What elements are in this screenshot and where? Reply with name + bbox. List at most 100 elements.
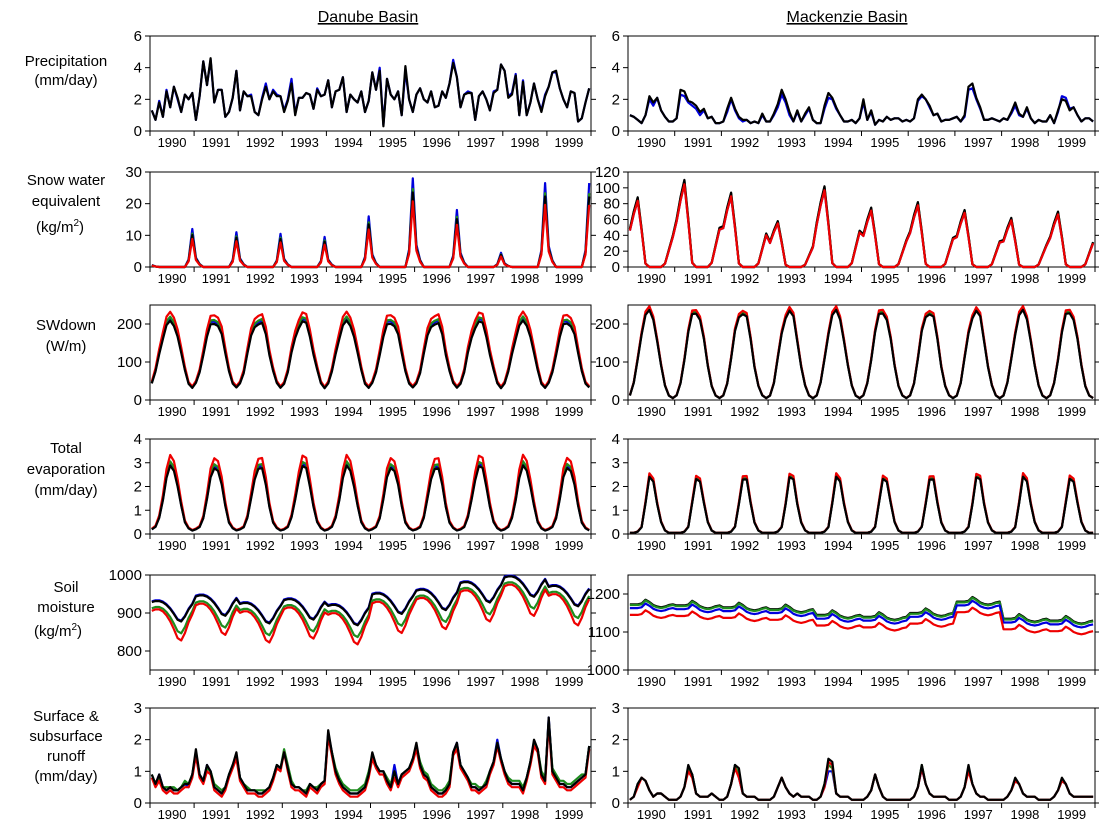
x-tick-label: 1996 (422, 135, 451, 150)
x-tick-label: 1995 (870, 271, 899, 286)
series-line-black (150, 57, 591, 128)
y-tick-label: 2 (612, 479, 620, 496)
y-tick-label: 200 (117, 316, 142, 333)
x-tick-label: 1996 (917, 807, 946, 822)
series-line-blue (151, 177, 591, 269)
series-line-red (628, 183, 1095, 269)
x-tick-label: 1998 (1010, 135, 1039, 150)
x-tick-label: 1998 (510, 271, 539, 286)
y-tick-label: 800 (117, 643, 142, 660)
x-tick-label: 1990 (637, 404, 666, 419)
series-line-red (151, 583, 591, 646)
y-tick-label: 4 (134, 60, 142, 77)
x-tick-label: 1995 (378, 271, 407, 286)
x-tick-label: 1991 (684, 674, 713, 689)
x-tick-label: 1995 (378, 674, 407, 689)
x-tick-label: 1993 (290, 135, 319, 150)
series-line-black (150, 716, 591, 795)
x-tick-label: 1990 (158, 807, 187, 822)
chart-panel: 800 900 1000 1990 1991 1992 1993 1994 1995 1996 19… (109, 567, 596, 689)
x-tick-label: 1990 (637, 538, 666, 553)
x-tick-label: 1991 (202, 404, 231, 419)
series-line-red (151, 200, 591, 269)
x-tick-label: 1995 (870, 807, 899, 822)
x-tick-label: 1990 (158, 135, 187, 150)
y-tick-label: 120 (595, 164, 620, 181)
y-tick-label: 0 (612, 259, 620, 276)
x-tick-label: 1998 (510, 135, 539, 150)
y-tick-label: 1100 (588, 624, 620, 641)
x-tick-label: 1993 (777, 807, 806, 822)
series-line-blue (150, 317, 591, 389)
y-tick-label: 1200 (587, 586, 620, 603)
y-tick-label: 3 (612, 455, 620, 472)
x-tick-label: 1996 (422, 404, 451, 419)
x-tick-label: 1991 (202, 135, 231, 150)
x-tick-label: 1998 (1010, 807, 1039, 822)
x-tick-label: 1995 (378, 807, 407, 822)
x-tick-label: 1990 (637, 271, 666, 286)
x-tick-label: 1994 (824, 674, 853, 689)
x-tick-label: 1995 (378, 135, 407, 150)
x-tick-label: 1992 (246, 807, 275, 822)
series-line-black (150, 319, 590, 390)
x-tick-label: 1997 (964, 674, 993, 689)
y-tick-label: 6 (612, 28, 620, 45)
x-tick-label: 1998 (1010, 271, 1039, 286)
y-tick-label: 1000 (109, 567, 142, 584)
y-tick-label: 30 (125, 164, 142, 181)
x-tick-label: 1992 (246, 674, 275, 689)
x-tick-label: 1998 (510, 538, 539, 553)
x-tick-label: 1991 (202, 674, 231, 689)
x-tick-label: 1996 (917, 271, 946, 286)
x-tick-label: 1995 (870, 135, 899, 150)
row-label-runoff: Surface & subsurface runoff (mm/day) (29, 708, 102, 785)
series-line-green (150, 719, 591, 792)
x-tick-label: 1992 (246, 271, 275, 286)
x-tick-label: 1991 (684, 807, 713, 822)
x-tick-label: 1991 (202, 807, 231, 822)
x-tick-label: 1994 (334, 404, 363, 419)
x-tick-label: 1990 (158, 404, 187, 419)
x-tick-label: 1996 (917, 538, 946, 553)
series-line-blue (151, 462, 590, 532)
series-line-black (629, 475, 1094, 534)
x-tick-label: 1994 (334, 271, 363, 286)
x-tick-label: 1999 (554, 807, 583, 822)
row-label-precipitation: Precipitation (mm/day) (25, 53, 108, 89)
x-tick-label: 1993 (777, 538, 806, 553)
x-tick-label: 1991 (684, 135, 713, 150)
y-tick-label: 2 (612, 91, 620, 108)
x-tick-label: 1998 (510, 404, 539, 419)
x-tick-label: 1999 (1057, 271, 1086, 286)
y-tick-label: 0 (134, 392, 142, 409)
series-line-black (151, 464, 590, 532)
x-tick-label: 1998 (510, 674, 539, 689)
x-tick-label: 1993 (777, 135, 806, 150)
x-tick-label: 1995 (378, 404, 407, 419)
x-tick-label: 1992 (246, 135, 275, 150)
y-tick-label: 2 (134, 479, 142, 496)
chart-panel: 1000 1100 1200 1990 1991 1992 1993 1994 1995 1996… (587, 574, 1099, 689)
x-tick-label: 1992 (730, 538, 759, 553)
x-tick-label: 1996 (917, 674, 946, 689)
x-tick-label: 1997 (466, 135, 495, 150)
y-tick-label: 4 (612, 431, 620, 448)
x-tick-label: 1997 (964, 271, 993, 286)
x-tick-label: 1998 (1010, 538, 1039, 553)
y-tick-label: 100 (595, 180, 620, 197)
x-tick-label: 1996 (422, 807, 451, 822)
x-tick-label: 1999 (1057, 538, 1086, 553)
x-tick-label: 1994 (334, 538, 363, 553)
y-tick-label: 0 (134, 795, 142, 812)
y-tick-label: 0 (134, 259, 142, 276)
y-tick-label: 20 (603, 243, 620, 260)
x-tick-label: 1999 (554, 674, 583, 689)
x-tick-label: 1997 (964, 404, 993, 419)
x-tick-label: 1999 (554, 271, 583, 286)
axis-frame (627, 35, 1096, 132)
y-tick-label: 80 (603, 196, 620, 213)
x-tick-label: 1992 (246, 404, 275, 419)
y-tick-label: 1 (134, 763, 142, 780)
x-tick-label: 1996 (422, 674, 451, 689)
